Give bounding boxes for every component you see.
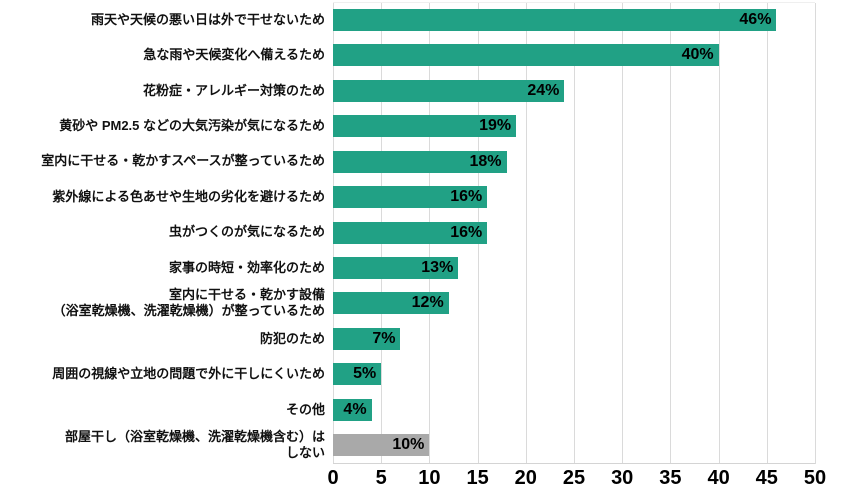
bar: 16% [333,186,488,209]
x-axis-tick: 35 [659,467,682,489]
gridline [622,3,624,464]
bar-row: 室内に干せる・乾かす設備 （浴室乾燥機、洗濯乾燥機）が整っているため 12% [0,286,815,321]
category-label: 花粉症・アレルギー対策のため [142,82,325,98]
bar: 40% [333,44,719,67]
bar-track: 7% [333,321,815,356]
value-label: 13% [421,259,454,277]
bar: 13% [333,257,459,280]
bar-track: 4% [333,392,815,427]
bar-row: 紫外線による色あせや生地の劣化を避けるため 16% [0,179,815,214]
x-axis-tick: 30 [611,467,634,489]
gridline [766,3,768,464]
category-label: 部屋干し（浴室乾燥機、洗濯乾燥機含む）は しない [64,429,325,461]
gridline [718,3,720,464]
bar-track: 5% [333,357,815,392]
value-label: 19% [479,117,512,135]
value-label: 24% [527,81,560,99]
category-label: 室内に干せる・乾かすスペースが整っているため [41,153,325,169]
x-axis-tick: 45 [755,467,778,489]
value-label: 4% [343,400,367,418]
bar: 18% [333,150,507,173]
value-label: 16% [450,223,483,241]
bar-row: 家事の時短・効率化のため 13% [0,250,815,285]
x-axis-line [333,463,815,464]
bar-track: 18% [333,144,815,179]
bar-track: 40% [333,37,815,72]
bar-rows: 雨天や天候の悪い日は外で干せないため 46% 急な雨や天候変化へ備えるため 40… [0,2,815,463]
value-label: 12% [411,294,444,312]
bar: 19% [333,115,517,138]
category-label: 黄砂や PM2.5 などの大気汚染が気になるため [59,118,325,134]
bar: 10% [333,434,430,457]
bar-row: 黄砂や PM2.5 などの大気汚染が気になるため 19% [0,108,815,143]
value-label: 5% [353,365,377,383]
gridline [815,3,816,464]
x-axis-tick: 25 [562,467,586,489]
category-label: 防犯のため [259,330,325,346]
category-label: 虫がつくのが気になるため [168,224,325,240]
gridline [525,3,527,464]
x-axis-tick: 5 [375,467,387,489]
bar: 7% [333,327,401,350]
bar: 16% [333,221,488,244]
category-label: 急な雨や天候変化へ備えるため [143,47,325,63]
bar: 5% [333,363,382,386]
x-axis-tick: 10 [418,467,441,489]
gridline [574,3,575,464]
bar-track: 10% [333,428,815,463]
x-axis-tick: 50 [803,467,827,489]
bar: 12% [333,292,449,315]
gridline [670,3,672,464]
value-label: 16% [450,188,483,206]
value-label: 40% [681,46,714,64]
category-label: 雨天や天候の悪い日は外で干せないため [90,11,325,27]
bar-row: 室内に干せる・乾かすスペースが整っているため 18% [0,144,815,179]
category-label: 家事の時短・効率化のため [168,259,325,275]
bar-row: 急な雨や天候変化へ備えるため 40% [0,37,815,72]
bar-track: 19% [333,108,815,143]
category-label: 室内に干せる・乾かす設備 （浴室乾燥機、洗濯乾燥機）が整っているため [52,287,325,319]
x-axis: 0 5 10 15 20 25 30 35 40 45 50 [327,467,826,493]
value-label: 46% [739,10,772,28]
bar-row: 周囲の視線や立地の問題で外に干しにくいため 5% [0,357,815,392]
bar-row: 部屋干し（浴室乾燥機、洗濯乾燥機含む）は しない 10% [0,428,815,463]
x-axis-tick: 20 [514,467,537,489]
value-label: 7% [372,329,396,347]
category-label: 紫外線による色あせや生地の劣化を避けるため [52,188,325,204]
bar-track: 13% [333,250,815,285]
bar-row: 防犯のため 7% [0,321,815,356]
x-axis-tick: 40 [707,467,730,489]
bar-track: 16% [333,179,815,214]
bar-track: 46% [333,2,815,37]
bar-row: 花粉症・アレルギー対策のため 24% [0,73,815,108]
bar: 24% [333,79,565,102]
bar: 4% [333,398,372,421]
x-axis-tick: 0 [327,467,339,489]
bar-track: 12% [333,286,815,321]
category-label: その他 [285,401,325,417]
x-axis-tick: 15 [466,467,489,489]
bar: 46% [333,8,777,31]
bar-row: その他 4% [0,392,815,427]
value-label: 10% [392,436,425,454]
category-label: 周囲の視線や立地の問題で外に干しにくいため [52,366,325,382]
bar-track: 24% [333,73,815,108]
value-label: 18% [469,152,502,170]
bar-track: 16% [333,215,815,250]
bar-row: 雨天や天候の悪い日は外で干せないため 46% [0,2,815,37]
bar-row: 虫がつくのが気になるため 16% [0,215,815,250]
